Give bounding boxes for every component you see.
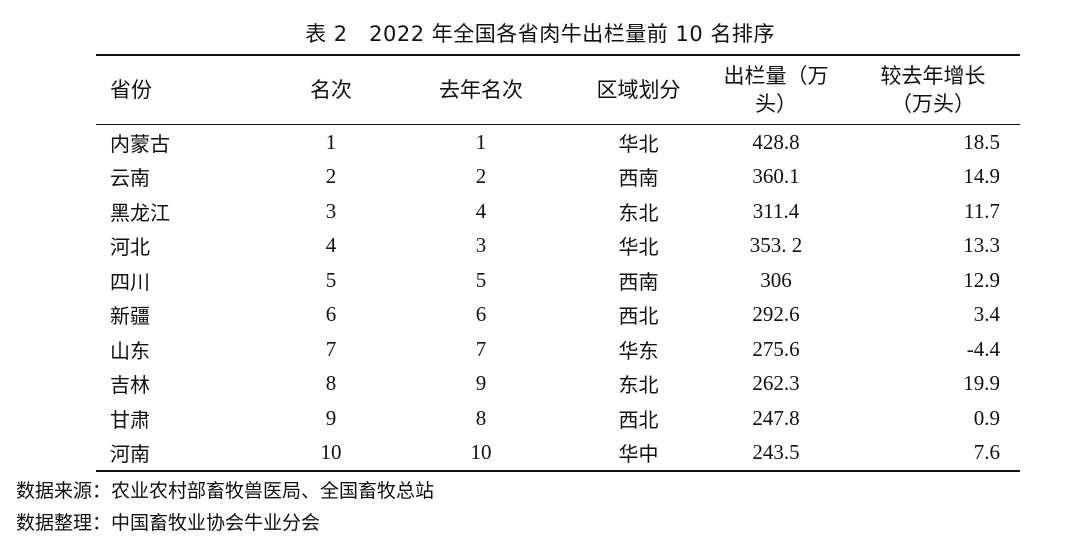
table-row: 黑龙江 3 4 东北 311.4 11.7 <box>96 194 1020 229</box>
cell-province: 甘肃 <box>110 407 150 432</box>
table-caption: 表 2 2022 年全国各省肉牛出栏量前 10 名排序 <box>305 22 775 46</box>
cell-province: 新疆 <box>110 304 150 329</box>
cell-rank: 1 <box>325 129 337 154</box>
cell-growth: 3.4 <box>973 302 1000 327</box>
table-top-rule <box>96 54 1020 56</box>
cell-region: 华北 <box>618 235 659 260</box>
header-growth: 较去年增长 （万头） <box>846 56 1020 124</box>
header-growth-line1: 较去年增长 <box>880 64 986 88</box>
table-row: 四川 5 5 西南 306 12.9 <box>96 263 1020 298</box>
cell-last-year-rank: 9 <box>475 371 487 396</box>
cell-province: 山东 <box>110 338 150 363</box>
cell-stock: 262.3 <box>752 371 800 396</box>
table-row: 山东 7 7 华东 275.6 -4.4 <box>96 332 1020 367</box>
cell-rank: 10 <box>320 440 342 465</box>
cell-last-year-rank: 10 <box>470 440 492 465</box>
header-stock-line1: 出栏量（万 <box>723 64 829 88</box>
cell-stock: 353. 2 <box>749 233 803 258</box>
cell-region: 东北 <box>618 373 659 398</box>
header-growth-line2: （万头） <box>891 92 975 116</box>
cell-province: 吉林 <box>110 373 150 398</box>
cell-stock: 243.5 <box>752 440 800 465</box>
header-row: 省份 名次 去年名次 区域划分 出栏量（万 头） 较去年增长 （万头） <box>96 56 1020 124</box>
cell-province: 内蒙古 <box>110 131 170 156</box>
table-row: 河南 10 10 华中 243.5 7.6 <box>96 436 1020 471</box>
header-rank: 名次 <box>310 78 352 102</box>
cell-growth: 11.7 <box>964 198 1000 223</box>
cell-region: 华东 <box>618 338 659 363</box>
cell-growth: 18.5 <box>963 129 1000 154</box>
cell-rank: 9 <box>325 405 337 430</box>
table-row: 内蒙古 1 1 华北 428.8 18.5 <box>96 125 1020 160</box>
cell-last-year-rank: 2 <box>475 164 487 189</box>
table-row: 甘肃 9 8 西北 247.8 0.9 <box>96 401 1020 436</box>
cell-stock: 275.6 <box>752 336 800 361</box>
cell-region: 西北 <box>618 407 659 432</box>
compiler-note: 数据整理：中国畜牧业协会牛业分会 <box>16 512 321 534</box>
data-table: 省份 名次 去年名次 区域划分 出栏量（万 头） 较去年增长 （万头） <box>96 56 1020 124</box>
header-last-year-rank: 去年名次 <box>439 78 523 102</box>
cell-stock: 428.8 <box>752 129 800 154</box>
header-stock-line2: 头） <box>755 92 797 116</box>
ranking-table: 省份 名次 去年名次 区域划分 出栏量（万 头） 较去年增长 （万头） 内蒙古 1… <box>96 54 1020 472</box>
cell-region: 西北 <box>618 304 659 329</box>
cell-region: 华北 <box>618 131 659 156</box>
table-row: 新疆 6 6 西北 292.6 3.4 <box>96 298 1020 333</box>
cell-last-year-rank: 7 <box>475 336 487 361</box>
table-header: 省份 名次 去年名次 区域划分 出栏量（万 头） 较去年增长 （万头） <box>96 56 1020 124</box>
cell-province: 四川 <box>110 269 150 294</box>
cell-province: 河北 <box>110 235 150 260</box>
cell-last-year-rank: 4 <box>475 198 487 223</box>
cell-growth: 7.6 <box>973 440 1000 465</box>
cell-province: 云南 <box>110 166 150 191</box>
cell-rank: 5 <box>325 267 337 292</box>
cell-region: 西南 <box>618 166 659 191</box>
header-stock: 出栏量（万 头） <box>706 56 846 124</box>
cell-region: 华中 <box>618 442 659 467</box>
cell-growth: 12.9 <box>963 267 1000 292</box>
cell-province: 黑龙江 <box>110 200 170 225</box>
cell-last-year-rank: 3 <box>475 233 487 258</box>
cell-growth: 14.9 <box>963 164 1000 189</box>
cell-growth: 13.3 <box>963 233 1000 258</box>
cell-growth: 19.9 <box>963 371 1000 396</box>
cell-last-year-rank: 6 <box>475 302 487 327</box>
cell-stock: 360.1 <box>752 164 800 189</box>
cell-rank: 4 <box>325 233 337 258</box>
cell-growth: 0.9 <box>973 405 1000 430</box>
cell-rank: 8 <box>325 371 337 396</box>
cell-region: 东北 <box>618 200 659 225</box>
cell-growth: -4.4 <box>966 336 1000 361</box>
cell-stock: 311.4 <box>752 198 800 223</box>
header-region: 区域划分 <box>596 78 681 102</box>
header-province: 省份 <box>110 78 152 102</box>
cell-last-year-rank: 5 <box>475 267 487 292</box>
cell-last-year-rank: 1 <box>475 129 487 154</box>
cell-last-year-rank: 8 <box>475 405 487 430</box>
cell-province: 河南 <box>110 442 150 467</box>
cell-stock: 247.8 <box>752 405 800 430</box>
cell-region: 西南 <box>618 269 659 294</box>
cell-rank: 2 <box>325 164 337 189</box>
table-row: 云南 2 2 西南 360.1 14.9 <box>96 160 1020 195</box>
cell-stock: 292.6 <box>752 302 800 327</box>
table-bottom-rule <box>96 470 1020 472</box>
cell-rank: 6 <box>325 302 337 327</box>
data-table-body: 内蒙古 1 1 华北 428.8 18.5 云南 2 2 西南 360.1 14.9 黑龙江 3 4 东北 31… <box>96 125 1020 470</box>
cell-rank: 7 <box>325 336 337 361</box>
source-note: 数据来源：农业农村部畜牧兽医局、全国畜牧总站 <box>16 480 435 502</box>
table-header-rule <box>96 124 1020 125</box>
table-row: 河北 4 3 华北 353. 2 13.3 <box>96 229 1020 264</box>
table-body: 内蒙古 1 1 华北 428.8 18.5 云南 2 2 西南 360.1 14.9 黑龙江 3 4 东北 31… <box>96 125 1020 470</box>
cell-rank: 3 <box>325 198 337 223</box>
cell-stock: 306 <box>760 267 792 292</box>
table-row: 吉林 8 9 东北 262.3 19.9 <box>96 367 1020 402</box>
